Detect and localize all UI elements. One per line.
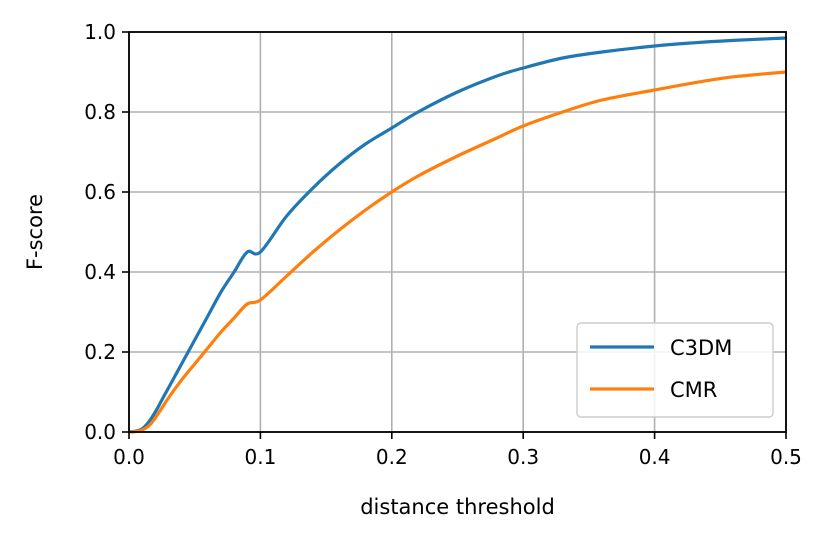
series-line-cmr — [128, 70, 787, 434]
x-tick-label: 0.0 — [113, 445, 145, 469]
series-line-c3dm — [128, 36, 787, 434]
plot-frame — [128, 31, 787, 433]
x-tick-label: 0.1 — [244, 445, 276, 469]
y-tick-label: 0.8 — [84, 100, 116, 124]
legend-label-c3dm: C3DM — [670, 336, 732, 360]
x-axis: 0.0 0.1 0.2 0.3 0.4 0.5 — [113, 432, 802, 469]
y-axis-title: F-score — [23, 194, 47, 270]
series-lines — [128, 36, 787, 434]
x-tick-label: 0.2 — [376, 445, 408, 469]
y-tick-label: 1.0 — [84, 20, 116, 44]
x-tick-label: 0.3 — [507, 445, 539, 469]
x-tick-label: 0.5 — [770, 445, 802, 469]
y-axis: 0.0 0.2 0.4 0.6 0.8 1.0 — [84, 20, 129, 444]
x-axis-title: distance threshold — [360, 495, 555, 519]
legend: C3DM CMR — [576, 322, 774, 418]
y-tick-label: 0.0 — [84, 420, 116, 444]
y-tick-label: 0.2 — [84, 340, 116, 364]
x-tick-label: 0.4 — [639, 445, 671, 469]
y-tick-label: 0.6 — [84, 180, 116, 204]
legend-label-cmr: CMR — [670, 378, 717, 402]
y-tick-label: 0.4 — [84, 260, 116, 284]
